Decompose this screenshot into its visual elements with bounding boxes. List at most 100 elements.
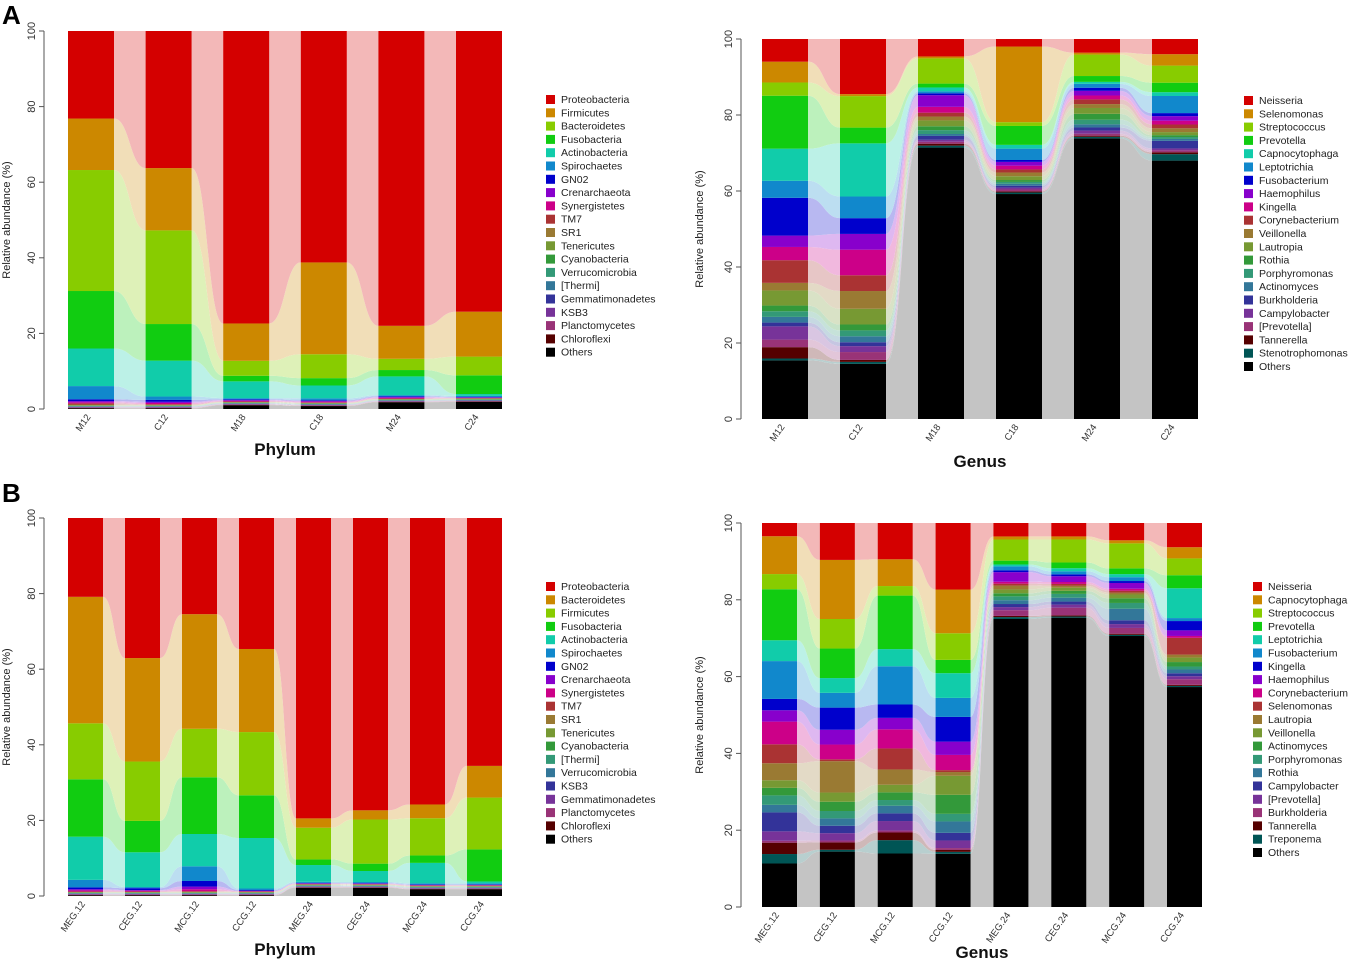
bar-segment-haemophilus	[993, 572, 1029, 582]
flow-prevotella	[970, 560, 994, 674]
legend-label: Fusobacteria	[561, 621, 622, 633]
bar-segment-crenarchaeota	[125, 890, 160, 891]
bar-segment-gn02	[125, 888, 160, 891]
flow-spirochaetes	[269, 398, 301, 401]
bar-segment-crenarchaeota	[378, 397, 425, 398]
bar-segment-lautropia	[819, 761, 855, 793]
bar-segment-burkholderia	[1152, 140, 1198, 149]
flow-spirochaetes	[346, 395, 379, 401]
bar-segment-fusobacteria	[223, 375, 270, 382]
bar-segment-capnocytophaga	[935, 589, 971, 634]
bar-segment-kingella	[993, 570, 1029, 573]
flow-haemophilus	[970, 572, 994, 755]
flow-ksb3	[388, 886, 410, 889]
flow-chloroflexi	[191, 404, 224, 409]
flow-others	[346, 402, 379, 409]
flow-veillonella	[886, 116, 918, 309]
bar-segment-lautropia	[762, 763, 797, 781]
flow-bacteroidetes	[217, 614, 239, 733]
bar-segment-rothia	[1152, 135, 1198, 138]
bar-segment-leptotrichia	[762, 640, 797, 662]
flow-planctomycetes	[388, 887, 410, 889]
flow-crenarchaeota	[160, 886, 182, 891]
flow-kingella	[912, 704, 936, 742]
flow-others	[886, 147, 918, 419]
flow-spirochaetes	[217, 866, 239, 891]
bar-segment-others	[353, 887, 388, 896]
flow-campylobacter	[797, 812, 820, 834]
legend-label: Burkholderia	[1259, 295, 1318, 307]
bar-segment-actinomyces	[762, 787, 797, 796]
x-axis: MEG.12 CEG.12 MCG.12 CCG.12 MEG.24 CEG.24 MCG.…	[59, 899, 487, 959]
legend-swatch	[546, 95, 555, 104]
flow-streptococcus	[1028, 539, 1052, 563]
bar-segment-fusobacteria	[296, 859, 331, 866]
bar-segment-veillonella	[935, 775, 971, 795]
flow-streptococcus	[1144, 543, 1167, 576]
bar-segment-lautropia	[1074, 107, 1120, 114]
legend-swatch	[546, 161, 555, 171]
bar-segment-campylobacter	[1051, 601, 1087, 605]
bar-segment-prevotella	[762, 589, 797, 641]
bar-segment-campylobacter	[1152, 148, 1198, 151]
bar-segment-others	[1074, 138, 1120, 419]
bar-segment-actinobacteria	[182, 834, 217, 867]
bar-segment-fusobacteria	[182, 777, 217, 835]
bar-segment-selenomonas	[993, 583, 1029, 586]
flow-fusobacteria	[424, 370, 456, 395]
bar-segment-streptococcus	[1109, 543, 1145, 569]
legend-label: Cyanobacteria	[561, 254, 629, 266]
flow-others	[269, 405, 301, 409]
flow-actinomyces	[1042, 124, 1074, 186]
bar-segment-crenarchaeota	[182, 886, 217, 890]
legend-label: Others	[1259, 361, 1291, 373]
flow-firmicutes	[388, 818, 410, 864]
flow-streptococcus	[912, 586, 936, 660]
flow-neisseria	[1144, 523, 1167, 548]
legend-label: Fusobacteria	[561, 134, 622, 146]
bar-segment-synergistetes	[125, 890, 160, 892]
flow-haemophilus	[1028, 572, 1052, 583]
bar-segment-capnocytophaga	[996, 144, 1042, 149]
bar-segment-porphyromonas	[935, 813, 971, 822]
bar-segment-actinomyces	[1152, 138, 1198, 141]
legend-label: Verrucomicrobia	[561, 767, 637, 779]
bar-segment-proteobacteria	[125, 518, 160, 659]
flow-stenotrophomonas	[886, 145, 918, 364]
flow-capnocytophaga	[964, 87, 996, 149]
flow-sr1	[424, 398, 456, 400]
flow-actinomyces	[886, 134, 918, 343]
legend-swatch	[1253, 754, 1262, 764]
flow-bacteroidetes	[103, 596, 125, 762]
bar-segment-actinobacteria	[239, 837, 274, 889]
legend-swatch	[1253, 794, 1262, 804]
flow-sr1	[191, 401, 224, 406]
flow-prevotella	[1028, 560, 1052, 569]
flow-haemophilus	[1042, 90, 1074, 166]
legend-label: Campylobacter	[1259, 308, 1330, 320]
flow-synergistetes	[217, 889, 239, 892]
bar-segment-fusobacteria	[68, 291, 114, 349]
flow-actinobacteria	[388, 862, 410, 884]
flow-selenomonas	[886, 56, 918, 97]
y-tick-label: 40	[26, 252, 38, 264]
flow-selenomonas	[964, 46, 996, 123]
bar-segment-actinomyces	[918, 134, 964, 136]
y-tick-label: 60	[26, 663, 38, 675]
legend-label: Others	[561, 834, 593, 846]
flow-corynebacterium	[964, 112, 996, 173]
bar-segment--prevotella-	[918, 141, 964, 144]
flow-treponema	[1144, 634, 1167, 688]
flow-selenomonas	[797, 744, 820, 764]
flow-others	[854, 851, 878, 907]
y-tick-label: 80	[723, 109, 735, 121]
legend-swatch	[1253, 728, 1262, 738]
bar-segment-fusobacteria	[410, 855, 445, 863]
bar-segment-spirochaetes	[378, 395, 425, 397]
legend-swatch	[546, 794, 555, 804]
y-tick-label: 100	[26, 22, 38, 40]
bar-segment-corynebacterium	[1167, 635, 1202, 638]
y-tick-label: 60	[723, 670, 735, 682]
bar-segment-rothia	[935, 821, 971, 833]
